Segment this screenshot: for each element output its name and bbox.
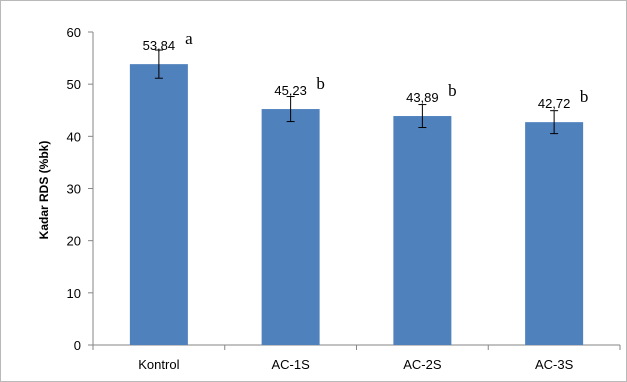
y-tick-label: 50: [67, 77, 81, 92]
x-category-label: AC-2S: [403, 357, 442, 372]
significance-letter: b: [316, 74, 325, 93]
y-tick-label: 40: [67, 129, 81, 144]
data-label: 43,89: [406, 90, 439, 105]
data-label: 45,23: [274, 83, 307, 98]
significance-letter: b: [580, 87, 589, 106]
bar: [393, 116, 452, 345]
data-label: 42,72: [538, 96, 571, 111]
data-label: 53,84: [143, 38, 176, 53]
bar: [525, 122, 584, 345]
significance-letter: b: [448, 81, 457, 100]
x-category-label: AC-3S: [535, 357, 574, 372]
y-tick-label: 10: [67, 286, 81, 301]
y-axis-title: Kadar RDS (%bk): [37, 141, 51, 240]
bar: [261, 109, 320, 345]
bar: [129, 64, 188, 345]
labels: Kontrol 53,84 a AC-1S 45,23 b AC-2S 43,89 b AC-3S…: [138, 29, 588, 372]
significance-letter: a: [185, 29, 193, 48]
y-tick-label: 60: [67, 25, 81, 40]
x-category-label: Kontrol: [138, 357, 179, 372]
y-tick-label: 30: [67, 182, 81, 197]
y-tick-label: 20: [67, 234, 81, 249]
y-tick-label: 0: [74, 338, 81, 353]
bars: [129, 49, 584, 345]
x-category-label: AC-1S: [271, 357, 310, 372]
